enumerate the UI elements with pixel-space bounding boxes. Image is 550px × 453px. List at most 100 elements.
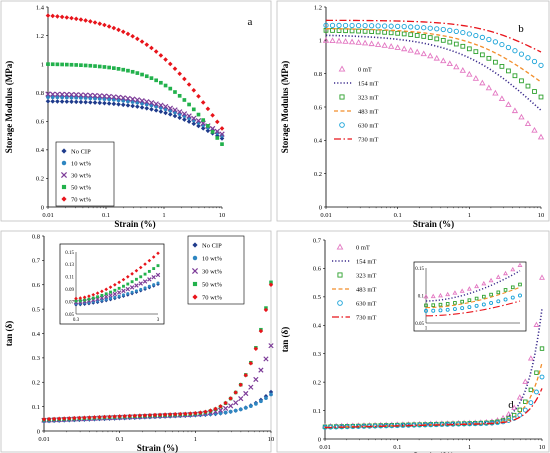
data-point: [149, 45, 154, 51]
data-point: [106, 93, 112, 100]
data-point: [214, 119, 220, 125]
inset-series-1: [74, 281, 160, 305]
data-point: [253, 346, 259, 351]
data-point: [243, 406, 248, 410]
data-point: [130, 69, 135, 74]
data-point: [181, 111, 188, 117]
data-point: [111, 25, 117, 31]
data-point: [506, 68, 511, 74]
inset-data-point: [117, 294, 121, 298]
data-point: [139, 98, 145, 104]
data-point: [200, 126, 206, 131]
y-tick-label: 0.1: [32, 404, 40, 411]
y-tick-label: 0.3: [32, 355, 40, 362]
data-point: [434, 26, 440, 32]
data-point: [517, 412, 523, 418]
legend-marker: [61, 184, 67, 190]
data-point: [248, 404, 253, 408]
series-2: [322, 346, 545, 429]
x-tick-label: 0.1: [102, 212, 110, 219]
data-point: [460, 29, 466, 36]
data-point: [45, 98, 51, 104]
inset-data-point: [121, 293, 126, 297]
inset-y-tick-label: 0.07: [65, 300, 74, 305]
data-point: [88, 63, 93, 68]
data-point: [167, 61, 173, 67]
data-point: [517, 407, 522, 413]
data-point: [532, 89, 537, 94]
data-point: [511, 107, 519, 114]
data-point: [51, 416, 57, 422]
data-point: [117, 414, 122, 419]
data-point: [60, 62, 64, 67]
data-point: [59, 99, 65, 104]
data-point: [64, 95, 69, 100]
legend: No CIP 10 wt% 30 wt% 50 wt% 70 wt%: [187, 235, 245, 305]
inset-y-tick-label: 0.1: [418, 294, 425, 299]
data-point: [115, 94, 122, 101]
data-point: [186, 119, 192, 124]
data-point: [534, 389, 539, 395]
inset-data-point: [467, 305, 472, 310]
data-point: [200, 100, 206, 105]
data-point: [395, 23, 401, 29]
data-point: [382, 23, 388, 29]
inset-data-point: [126, 282, 130, 286]
data-point: [97, 100, 103, 106]
data-point: [102, 65, 107, 69]
y-tick-label: 0.1: [313, 408, 321, 415]
y-tick-label: 1: [319, 38, 322, 45]
inset-data-point: [138, 281, 143, 286]
data-point: [82, 92, 89, 98]
data-point: [196, 112, 201, 117]
data-point: [74, 63, 79, 67]
data-point: [342, 38, 349, 44]
data-point: [506, 416, 511, 421]
inset-data-point: [518, 293, 522, 298]
inset-data-point: [87, 297, 91, 301]
data-point: [414, 24, 420, 30]
data-point: [78, 17, 84, 22]
data-point: [135, 71, 140, 75]
data-point: [269, 392, 273, 397]
data-point: [479, 34, 485, 41]
x-tick-label: 1: [468, 444, 471, 451]
inset-data-point: [460, 306, 465, 311]
data-point: [46, 62, 50, 66]
data-point: [88, 100, 93, 105]
data-point: [466, 46, 472, 52]
data-point: [228, 403, 234, 409]
data-point: [217, 407, 224, 413]
data-point: [167, 412, 173, 417]
series-2: [323, 27, 544, 100]
inset-data-point: [453, 301, 457, 305]
data-point: [420, 50, 427, 57]
data-point: [152, 412, 158, 418]
panel-border: [276, 230, 550, 453]
data-point: [401, 31, 407, 37]
data-point: [82, 415, 87, 420]
x-tick-label: 0.1: [393, 444, 401, 451]
data-point: [387, 43, 395, 49]
data-point: [333, 424, 339, 430]
data-point: [401, 24, 407, 30]
data-point: [531, 126, 538, 133]
data-point: [493, 59, 498, 65]
inset-data-point: [143, 286, 147, 290]
data-point: [539, 346, 545, 351]
inset-data-point: [510, 285, 515, 290]
x-axis-label: Strain (%): [413, 219, 454, 229]
x-tick-label: 0.01: [38, 436, 49, 443]
inset-y-tick-label: 0.09: [65, 288, 74, 293]
inset-data-point: [495, 274, 501, 279]
inset-data-point: [431, 308, 436, 313]
data-point: [112, 414, 117, 419]
data-point: [407, 46, 414, 53]
data-point: [223, 410, 228, 415]
data-point: [512, 73, 518, 79]
data-point: [147, 413, 153, 418]
data-point: [187, 102, 191, 107]
data-point: [434, 36, 440, 42]
x-tick-label: 10: [538, 212, 545, 219]
data-point: [259, 399, 263, 404]
